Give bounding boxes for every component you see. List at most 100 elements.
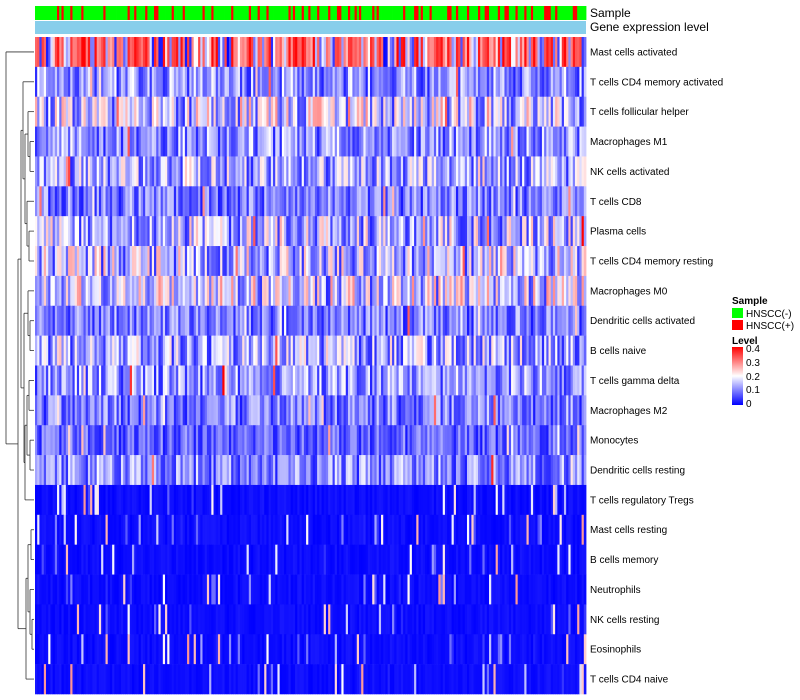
heatmap-cell <box>233 425 236 456</box>
heatmap-cell <box>244 455 247 486</box>
heatmap-cell <box>191 246 195 277</box>
heatmap-cell <box>191 395 195 426</box>
heatmap-cell <box>482 514 486 545</box>
heatmap-cell <box>500 305 503 336</box>
heatmap-cell <box>160 484 164 516</box>
heatmap-cell <box>433 126 437 157</box>
heatmap-cell <box>339 216 342 247</box>
heatmap-cell <box>544 425 547 456</box>
heatmap-cell <box>275 216 278 247</box>
sample-annotation-cell <box>65 6 69 20</box>
heatmap-cell <box>120 156 124 187</box>
heatmap-cell <box>321 455 325 486</box>
heatmap-cell <box>165 156 168 187</box>
heatmap-cell <box>129 275 133 307</box>
heatmap-cell <box>475 126 479 157</box>
heatmap-cell <box>107 126 111 157</box>
heatmap-cell <box>458 305 461 336</box>
heatmap-cell <box>292 156 296 187</box>
heatmap-cell <box>275 126 278 157</box>
heatmap-cell <box>259 186 263 217</box>
heatmap-cell <box>244 275 247 307</box>
heatmap-cell <box>61 216 65 247</box>
heatmap-cell <box>145 275 148 307</box>
heatmap-cell <box>427 335 430 366</box>
heatmap-cell <box>442 37 446 68</box>
heatmap-cell <box>442 126 446 157</box>
heatmap-cell <box>48 37 51 68</box>
heatmap-cell <box>54 96 58 127</box>
heatmap-cell <box>381 484 384 516</box>
heatmap-cell <box>273 96 276 127</box>
heatmap-cell <box>145 484 148 516</box>
heatmap-cell <box>546 96 549 127</box>
sample-annotation-cell <box>405 6 408 20</box>
heatmap-cell <box>436 455 439 486</box>
heatmap-cell <box>176 425 179 456</box>
heatmap-cell <box>273 335 276 366</box>
heatmap-cell <box>577 365 580 396</box>
heatmap-cell <box>303 216 307 247</box>
heatmap-cell <box>101 216 104 247</box>
heatmap-row <box>35 37 587 68</box>
heatmap-cell <box>138 305 142 336</box>
heatmap-cell <box>65 335 69 366</box>
heatmap-cell <box>299 395 303 426</box>
heatmap-cell <box>81 96 84 127</box>
heatmap-cell <box>204 365 208 396</box>
heatmap-cell <box>440 66 444 98</box>
heatmap-cell <box>325 246 329 277</box>
heatmap-cell <box>508 275 512 307</box>
heatmap-cell <box>79 455 82 486</box>
heatmap-cell <box>486 395 490 426</box>
heatmap-cell <box>522 335 525 366</box>
heatmap-cell <box>325 395 329 426</box>
heatmap-cell <box>442 425 446 456</box>
heatmap-cell <box>98 126 102 157</box>
sample-annotation-cell <box>451 6 455 20</box>
heatmap-cell <box>332 514 336 545</box>
heatmap-cell <box>323 514 327 545</box>
heatmap-cell <box>242 395 245 426</box>
heatmap-cell <box>41 514 45 545</box>
heatmap-cell <box>127 544 131 575</box>
heatmap-cell <box>376 66 380 98</box>
heatmap-cell <box>138 425 142 456</box>
heatmap-cell <box>129 66 133 98</box>
heatmap-cell <box>447 365 450 396</box>
heatmap-cell <box>427 544 430 575</box>
heatmap-cell <box>546 246 549 277</box>
heatmap-cell <box>425 425 428 456</box>
heatmap-cell <box>308 574 311 605</box>
heatmap-cell <box>277 365 281 396</box>
heatmap-cell <box>41 216 45 247</box>
heatmap-cell <box>517 275 521 307</box>
heatmap-cell <box>317 335 320 366</box>
heatmap-cell <box>506 275 510 307</box>
heatmap-cell <box>478 96 481 127</box>
heatmap-cell <box>156 425 159 456</box>
sample-annotation-cell <box>458 6 461 20</box>
heatmap-cell <box>330 186 333 217</box>
heatmap-cell <box>321 96 325 127</box>
heatmap-cell <box>156 275 159 307</box>
heatmap-cell <box>98 66 102 98</box>
heatmap-cell <box>365 455 369 486</box>
heatmap-cell <box>533 156 536 187</box>
heatmap-cell <box>204 96 208 127</box>
heatmap-cell <box>191 37 195 68</box>
heatmap-cell <box>526 216 530 247</box>
sample-annotation-cell <box>409 6 413 20</box>
heatmap-cell <box>70 395 73 426</box>
heatmap-cell <box>46 186 49 217</box>
heatmap-cell <box>239 186 243 217</box>
heatmap-cell <box>455 37 459 68</box>
heatmap-cell <box>330 484 333 516</box>
heatmap-cell <box>486 186 490 217</box>
heatmap-cell <box>264 544 267 575</box>
heatmap-cell <box>363 395 366 426</box>
heatmap-cell <box>504 126 508 157</box>
heatmap-cell <box>50 395 54 426</box>
heatmap-cell <box>94 574 98 605</box>
heatmap-cell <box>400 37 404 68</box>
